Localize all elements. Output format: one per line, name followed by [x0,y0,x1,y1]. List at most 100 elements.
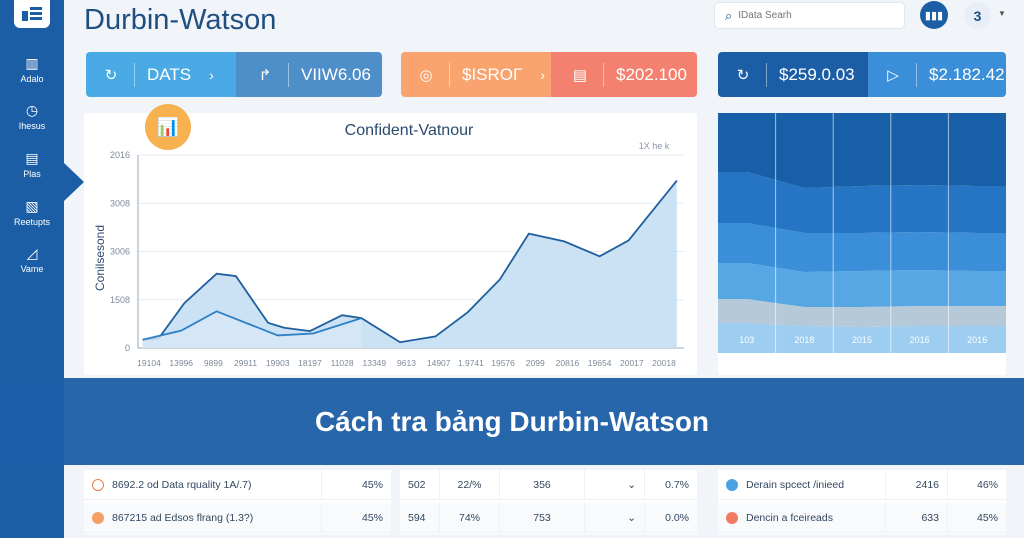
table-row[interactable]: 8692.2 od Data rquality 1A/.7) 45% [84,470,391,500]
chevron-right-icon: › [209,66,214,83]
analytics-button[interactable]: ▮▮▮ [920,1,948,29]
table-row[interactable]: 594 74% 753 ⌄ 0.0% [400,503,697,533]
stacked-chart-card: 103 2018 2015 2016 2016 [718,113,1006,375]
report-icon: ▧ [25,198,39,214]
row-percent: 45% [976,511,998,524]
sidebar-item-label: Vame [20,264,44,274]
x-tick-label: 9613 [397,358,416,368]
sidebar-item-label: Ihesus [18,121,46,131]
search-input[interactable] [738,10,889,21]
refresh-icon: ↻ [104,66,118,84]
y-tick-label: 0 [125,343,130,353]
category-label: 2016 [910,335,930,345]
x-tick-label: 1.9741 [458,358,484,368]
chevron-right-icon: › [540,66,546,83]
kpi-card-3[interactable]: ↻ $259.0.03 ▷ $2.182.42 [718,52,1006,97]
avatar[interactable]: 3 [964,2,991,29]
row-percent: 46% [976,478,998,491]
cell-d: 0.0% [665,511,689,524]
table-row[interactable]: Dencin a fceireads 633 45% [718,503,1006,533]
kpi-left: ↻ DATS › [86,52,236,97]
x-tick-label: 19104 [137,358,161,368]
kpi-left: ↻ $259.0.03 [718,52,868,97]
x-tick-label: 19654 [588,358,612,368]
bar-chart-icon: ▮▮▮ [924,9,944,22]
x-tick-label: 13349 [362,358,386,368]
kpi-right: ▤ $202.100 [551,52,697,97]
title-banner: Cách tra bảng Durbin-Watson [0,378,1024,465]
table-row[interactable]: 867215 ad Edsos flrang (1.3?) 45% [84,503,391,533]
stacked-band [718,113,1006,188]
sidebar-item-label: Adalo [20,74,44,84]
x-tick-label: 2099 [526,358,545,368]
sidebar-item-ihesus[interactable]: ◷ Ihesus [0,102,64,131]
sidebar-item-vame[interactable]: ◿ Vame [0,245,64,274]
refresh-icon: ↻ [736,66,750,84]
x-tick-label: 18197 [298,358,322,368]
columns-icon: ▥ [25,55,39,71]
chevron-down-icon[interactable]: ▼ [998,9,1006,18]
kpi-left: ◎ $ISROΓ › [401,52,551,97]
status-ring-icon [92,478,104,491]
sidebar-item-label: Plas [23,169,41,179]
right-table: Derain spcect /inieed 2416 46% Dencin a … [718,470,1006,534]
left-table: 8692.2 od Data rquality 1A/.7) 45% 86721… [84,470,391,534]
document-icon: ▤ [25,150,39,166]
category-label: 2016 [967,335,987,345]
table-row[interactable]: Derain spcect /inieed 2416 46% [718,470,1006,500]
cell-c: 356 [500,470,585,499]
kpi-label: $ISROΓ [462,64,523,84]
clock-icon: ◷ [25,102,39,118]
arrow-turn-icon: ↱ [258,66,272,84]
cell-a: 502 [400,470,440,499]
sidebar-item-label: Reetupts [13,217,51,227]
y-tick-label: 2016 [110,150,130,160]
kpi-right: ▷ $2.182.42 [868,52,1006,97]
table-row[interactable]: 502 22/% 356 ⌄ 0.7% [400,470,697,500]
status-dot-icon [92,511,104,524]
kpi-card-2[interactable]: ◎ $ISROΓ › ▤ $202.100 [401,52,697,97]
cell-c: 753 [500,503,585,532]
x-tick-label: 11028 [331,358,354,368]
sidebar-item-reetupts[interactable]: ▧ Reetupts [0,198,64,227]
search-icon: ⌕ [725,7,733,23]
y-tick-label: 1508 [110,295,130,305]
line-chart: Confident-Vatnour 1X he k Conilsesond 01… [93,122,684,368]
series-line [142,310,362,341]
cell-d: 0.7% [665,478,689,491]
chevron-down-icon[interactable]: ⌄ [585,470,645,499]
chevron-down-icon[interactable]: ⌄ [585,503,645,532]
sidebar-item-adalo[interactable]: ▥ Adalo [0,55,64,84]
triangle-chart-icon: ◿ [26,245,38,261]
row-percent: 45% [361,478,383,491]
series-area [142,311,362,348]
status-dot-icon [726,511,738,524]
cell-a: 594 [400,503,440,532]
row-name: Dencin a fceireads [746,511,833,524]
stacked-area-chart: 103 2018 2015 2016 2016 [718,113,1006,353]
kpi-label: DATS [147,64,192,84]
category-label: 2015 [852,335,872,345]
sidebar-item-plas[interactable]: ▤ Plas [0,150,64,179]
row-value: 2416 [886,470,948,499]
x-tick-label: 9899 [204,358,223,368]
row-name: 8692.2 od Data rquality 1A/.7) [112,478,252,491]
search-box[interactable]: ⌕ [714,2,905,29]
archive-icon: ▤ [572,66,588,84]
y-tick-label: 3008 [110,198,130,208]
x-tick-label: 29911 [234,358,257,368]
x-tick-label: 20018 [652,358,676,368]
x-tick-label: 20816 [556,358,580,368]
active-item-indicator [64,163,84,201]
stacked-band [718,172,1006,233]
cell-b: 74% [440,503,500,532]
kpi-card-1[interactable]: ↻ DATS › ↱ VIIW6.06 [86,52,382,97]
y-tick-label: 3006 [110,247,130,257]
cell-b: 22/% [440,470,500,499]
row-value: 633 [886,503,948,532]
tag-icon: ▷ [887,66,899,84]
middle-table: 502 22/% 356 ⌄ 0.7% 594 74% 753 ⌄ 0.0% [400,470,697,534]
app-logo[interactable] [14,0,50,28]
kpi-value: VIIW6.06 [301,64,371,84]
